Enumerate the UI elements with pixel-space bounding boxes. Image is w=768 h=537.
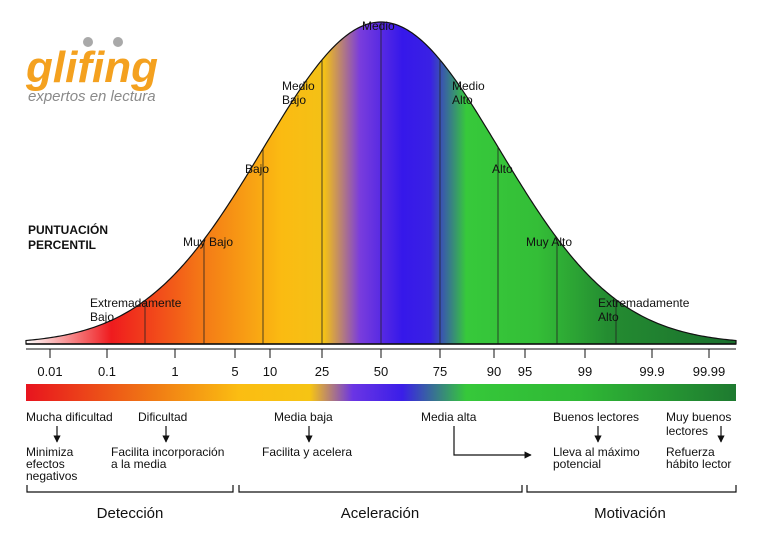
action-refuerza-2: hábito lector [666, 457, 731, 471]
action-refuerza-1: Refuerza [666, 445, 715, 459]
label-alto: Alto [492, 162, 513, 176]
logo-dot-icon [113, 37, 123, 47]
label-medio-alto-2: Alto [452, 93, 473, 107]
logo-wordmark: glifing [25, 43, 158, 92]
section-motivacion: Motivación [594, 505, 666, 522]
category-labels: Mucha dificultad Dificultad Media baja M… [26, 410, 731, 438]
tick-label: 0.1 [98, 364, 116, 379]
category-mucha-dificultad: Mucha dificultad [26, 410, 113, 424]
tick-label: 0.01 [37, 364, 62, 379]
tick-label: 10 [263, 364, 277, 379]
section-aceleracion: Aceleración [341, 505, 419, 522]
tick-label: 99.9 [639, 364, 664, 379]
category-buenos-lectores: Buenos lectores [553, 410, 639, 424]
label-medio-bajo-2: Bajo [282, 93, 306, 107]
label-extremadamente-bajo-1: Extremadamente [90, 296, 182, 310]
tick-label: 75 [433, 364, 447, 379]
action-facilita-acelera: Facilita y acelera [262, 445, 352, 459]
tick-label: 50 [374, 364, 388, 379]
bracket-motivacion [526, 485, 737, 493]
bracket-aceleracion [238, 485, 523, 493]
tick-label: 90 [487, 364, 501, 379]
glifing-logo: glifing expertos en lectura [25, 37, 158, 105]
tick-label: 95 [518, 364, 532, 379]
logo-dot-icon [83, 37, 93, 47]
label-bajo: Bajo [245, 162, 269, 176]
tick-label: 99 [578, 364, 592, 379]
bracket-deteccion [26, 485, 234, 493]
arrow-elbow-icon [453, 426, 532, 459]
logo-tagline: expertos en lectura [28, 88, 156, 105]
axis-ticks [49, 349, 710, 358]
axis-title-line-2: PERCENTIL [28, 238, 96, 252]
label-extremadamente-bajo-2: Bajo [90, 310, 114, 324]
section-deteccion: Detección [97, 505, 164, 522]
category-dificultad: Dificultad [138, 410, 187, 424]
action-facilita-1: Facilita incorporación [111, 445, 224, 459]
category-media-alta: Media alta [421, 410, 477, 424]
action-minimiza-3: negativos [26, 469, 77, 483]
action-minimiza-2: efectos [26, 457, 65, 471]
action-facilita-2: a la media [111, 457, 167, 471]
label-extremadamente-alto-2: Alto [598, 310, 619, 324]
tick-label: 5 [231, 364, 238, 379]
label-medio: Medio [362, 19, 395, 33]
tick-label: 99.99 [693, 364, 726, 379]
curve-labels: Extremadamente Bajo Muy Bajo Bajo Medio … [90, 19, 690, 324]
action-minimiza-1: Minimiza [26, 445, 74, 459]
axis-title-line-1: PUNTUACIÓN [28, 222, 108, 237]
action-lleva-1: Lleva al máximo [553, 445, 640, 459]
section-brackets [26, 485, 737, 493]
label-extremadamente-alto-1: Extremadamente [598, 296, 690, 310]
action-texts: Minimiza efectos negativos Facilita inco… [26, 445, 731, 483]
color-scale-bar [26, 384, 736, 401]
arrows [53, 426, 725, 459]
category-muy-buenos-1: Muy buenos [666, 410, 731, 424]
action-lleva-2: potencial [553, 457, 601, 471]
curve-dividers [144, 22, 617, 344]
label-medio-alto-1: Medio [452, 79, 485, 93]
tick-label: 25 [315, 364, 329, 379]
label-muy-alto: Muy Alto [526, 235, 572, 249]
percentile-axis: 0.01 0.1 1 5 10 25 50 75 90 95 99 99.9 9… [26, 348, 736, 379]
label-muy-bajo: Muy Bajo [183, 235, 233, 249]
category-muy-buenos-2: lectores [666, 424, 708, 438]
label-medio-bajo-1: Medio [282, 79, 315, 93]
tick-label: 1 [171, 364, 178, 379]
category-media-baja: Media baja [274, 410, 333, 424]
